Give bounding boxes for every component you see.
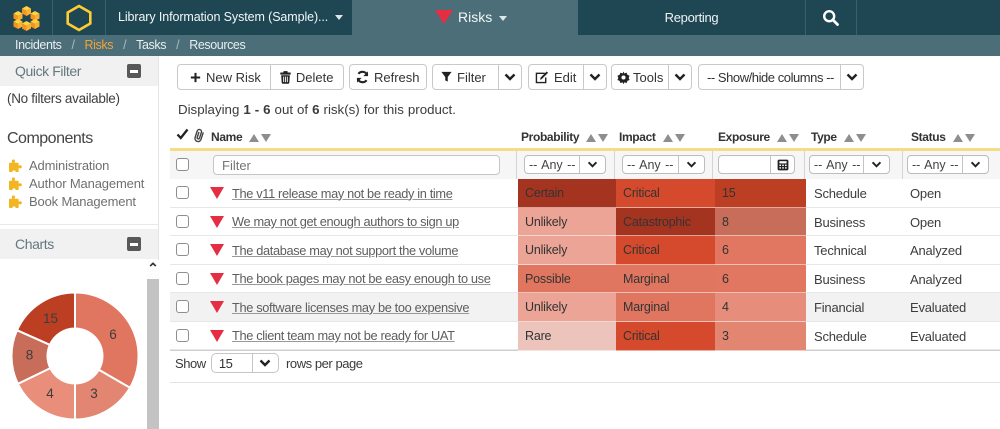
svg-text:4: 4 [46, 386, 54, 401]
svg-text:6: 6 [109, 327, 117, 342]
svg-text:15: 15 [43, 311, 58, 326]
svg-text:3: 3 [90, 386, 98, 401]
svg-text:8: 8 [26, 348, 34, 363]
